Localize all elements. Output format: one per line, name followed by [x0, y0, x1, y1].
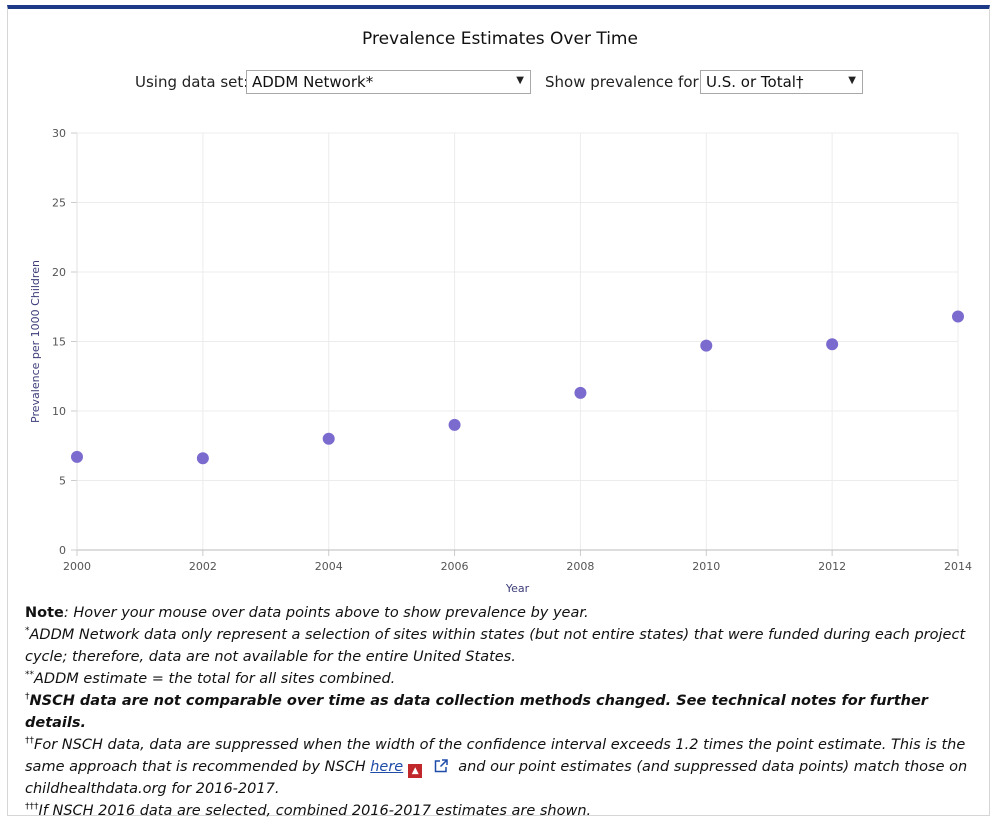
- footnote-mark: **: [25, 670, 34, 681]
- data-point: [71, 450, 83, 463]
- x-tick-label: 2014: [944, 560, 972, 573]
- dataset-select[interactable]: ADDM Network* ▼: [246, 70, 531, 94]
- data-point: [826, 338, 839, 351]
- data-point: [952, 310, 964, 323]
- footnote-text: For NSCH data, data are suppressed when …: [25, 737, 966, 775]
- y-tick-label: 20: [52, 266, 66, 279]
- data-point: [700, 339, 713, 352]
- notes-section: Note: Hover your mouse over data points …: [25, 602, 975, 822]
- nsch-here-link[interactable]: here: [370, 759, 404, 775]
- dropdown-arrow-icon: ▼: [516, 75, 524, 86]
- footnote-nsch-2016: †††If NSCH 2016 data are selected, combi…: [25, 800, 975, 822]
- data-point: [196, 452, 209, 465]
- prevalence-select-value: U.S. or Total†: [706, 73, 804, 91]
- dropdown-arrow-icon: ▼: [848, 75, 856, 86]
- footnote-text: If NSCH 2016 data are selected, combined…: [38, 803, 592, 819]
- data-point: [574, 386, 587, 399]
- x-tick-label: 2010: [692, 560, 720, 573]
- y-tick-label: 25: [52, 197, 66, 210]
- y-tick-label: 0: [59, 544, 66, 557]
- note-line: Note: Hover your mouse over data points …: [25, 602, 975, 624]
- chart-title: Prevalence Estimates Over Time: [362, 29, 638, 49]
- footnote-mark: *: [25, 626, 30, 637]
- footnote-addm: *ADDM Network data only represent a sele…: [25, 624, 975, 668]
- y-tick-label: 15: [52, 336, 66, 349]
- y-tick-label: 30: [52, 127, 66, 140]
- x-tick-label: 2012: [818, 560, 846, 573]
- data-point: [448, 418, 461, 431]
- x-tick-label: 2000: [63, 560, 91, 573]
- x-tick-label: 2004: [315, 560, 343, 573]
- external-link-icon[interactable]: [434, 759, 448, 773]
- controls-bar: Using data set: ADDM Network* ▼ Show pre…: [0, 70, 1000, 94]
- y-tick-label: 5: [59, 475, 66, 488]
- footnote-text: ADDM Network data only represent a selec…: [25, 627, 966, 665]
- note-label: Note: [25, 605, 64, 621]
- x-tick-label: 2008: [566, 560, 594, 573]
- y-axis-title: Prevalence per 1000 Children: [29, 260, 42, 423]
- footnote-mark: †††: [25, 802, 39, 813]
- y-tick-label: 10: [52, 405, 66, 418]
- footnote-nsch-suppression: ††For NSCH data, data are suppressed whe…: [25, 734, 975, 800]
- scatter-chart: 0 5 10 15 20 25 30 2000 2002 2004 2006 2008 2010 2012…: [29, 127, 972, 595]
- pdf-icon[interactable]: ▲: [408, 764, 423, 778]
- prevalence-label: Show prevalence for:: [545, 73, 704, 91]
- note-text: : Hover your mouse over data points abov…: [63, 605, 589, 621]
- footnote-addm-total: **ADDM estimate = the total for all site…: [25, 668, 975, 690]
- footnote-text: NSCH data are not comparable over time a…: [25, 693, 928, 731]
- x-tick-label: 2006: [441, 560, 469, 573]
- x-tick-label: 2002: [189, 560, 217, 573]
- x-axis-title: Year: [505, 582, 530, 595]
- footnote-nsch-comparability: †NSCH data are not comparable over time …: [25, 690, 975, 734]
- dataset-label: Using data set:: [135, 73, 249, 91]
- footnote-mark: ††: [25, 736, 34, 747]
- data-point: [322, 432, 335, 445]
- footnote-text: and our point estimates (and suppressed …: [25, 759, 968, 797]
- dataset-select-value: ADDM Network*: [252, 73, 374, 91]
- footnote-mark: †: [25, 692, 30, 703]
- prevalence-select[interactable]: U.S. or Total† ▼: [700, 70, 863, 94]
- footnote-text: ADDM estimate = the total for all sites …: [34, 671, 396, 687]
